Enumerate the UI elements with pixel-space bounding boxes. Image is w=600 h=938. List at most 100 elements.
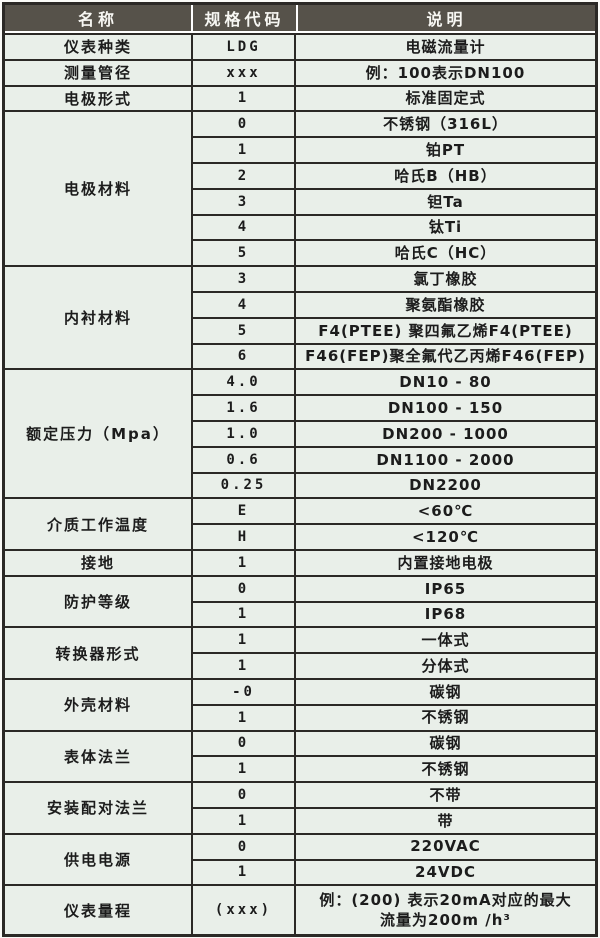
- desc-cell: 不锈钢: [296, 757, 595, 782]
- code-cell: 4: [193, 215, 296, 240]
- code-cell: E: [193, 499, 296, 524]
- code-cell: 0: [193, 112, 296, 137]
- table-section: 外壳材料 -0 碳钢 1 不锈钢: [5, 677, 595, 730]
- code-cell: 1: [193, 757, 296, 782]
- code-cell: 1: [193, 138, 296, 162]
- header-description: 说明: [298, 5, 595, 31]
- section-rows: 1 标准固定式: [193, 86, 595, 111]
- section-name: 电极形式: [5, 86, 193, 111]
- table-row: 0 220VAC: [193, 834, 595, 859]
- table-row: 4 聚氨酯橡胶: [193, 290, 595, 317]
- code-cell: 1: [193, 602, 296, 627]
- table-section: 电极材料 0 不锈钢（316L） 1 铂PT 2 哈氏B（HB） 3 钽Ta 4 钛Ti 5 哈氏C（H…: [5, 110, 595, 266]
- desc-cell: 铂PT: [296, 138, 595, 162]
- section-rows: -0 碳钢 1 不锈钢: [193, 679, 595, 730]
- code-cell: 1: [193, 628, 296, 653]
- table-section: 接地 1 内置接地电极: [5, 548, 595, 575]
- desc-cell: F46(FEP)聚全氟代乙丙烯F46(FEP): [296, 344, 595, 369]
- table-section: 供电电源 0 220VAC 1 24VDC: [5, 832, 595, 885]
- section-rows: 0 碳钢 1 不锈钢: [193, 731, 595, 782]
- table-section: 表体法兰 0 碳钢 1 不锈钢: [5, 729, 595, 782]
- section-rows: 1 内置接地电极: [193, 550, 595, 575]
- desc-cell: 不锈钢（316L）: [296, 112, 595, 137]
- table-row: 1.0 DN200 - 1000: [193, 419, 595, 446]
- code-cell: 4.0: [193, 370, 296, 395]
- desc-cell: IP68: [296, 602, 595, 627]
- code-cell: 0: [193, 731, 296, 756]
- desc-cell: 氯丁橡胶: [296, 267, 595, 291]
- table-section: 额定压力（Mpa） 4.0 DN10 - 80 1.6 DN100 - 150 1.0 DN…: [5, 368, 595, 498]
- section-rows: LDG 电磁流量计: [193, 35, 595, 59]
- table-row: 0 碳钢: [193, 731, 595, 756]
- table-section: 测量管径 xxx 例：100表示DN100: [5, 58, 595, 85]
- table-row: H <120℃: [193, 523, 595, 549]
- code-cell: 1: [193, 550, 296, 575]
- section-name: 电极材料: [5, 112, 193, 266]
- section-name: 表体法兰: [5, 731, 193, 782]
- table-row: 4 钛Ti: [193, 213, 595, 240]
- code-cell: 3: [193, 267, 296, 291]
- code-cell: 5: [193, 318, 296, 343]
- section-rows: (xxx) 例：(200) 表示20mA对应的最大 流量为200m /h³: [193, 886, 595, 935]
- code-cell: LDG: [193, 35, 296, 59]
- section-rows: E <60℃ H <120℃: [193, 499, 595, 549]
- table-section: 介质工作温度 E <60℃ H <120℃: [5, 497, 595, 549]
- desc-cell: 内置接地电极: [296, 550, 595, 575]
- table-section: 转换器形式 1 一体式 1 分体式: [5, 626, 595, 678]
- section-name: 仪表量程: [5, 886, 193, 935]
- table-row: 3 钽Ta: [193, 187, 595, 214]
- table-row: 4.0 DN10 - 80: [193, 370, 595, 395]
- desc-cell: 不带: [296, 783, 595, 807]
- table-row: 1 24VDC: [193, 858, 595, 885]
- section-name: 转换器形式: [5, 628, 193, 678]
- table-row: 3 氯丁橡胶: [193, 267, 595, 291]
- section-name: 供电电源: [5, 834, 193, 885]
- table-row: 5 哈氏C（HC）: [193, 239, 595, 266]
- desc-cell: DN100 - 150: [296, 396, 595, 420]
- desc-cell: 标准固定式: [296, 86, 595, 111]
- table-row: 1 IP68: [193, 600, 595, 627]
- section-name: 介质工作温度: [5, 499, 193, 549]
- table-header-row: 名称 规格代码 说明: [5, 5, 595, 33]
- code-cell: xxx: [193, 60, 296, 85]
- desc-cell: 钛Ti: [296, 215, 595, 240]
- header-name: 名称: [5, 5, 191, 31]
- desc-cell: 哈氏B（HB）: [296, 163, 595, 188]
- desc-cell: 带: [296, 808, 595, 833]
- desc-cell: 碳钢: [296, 679, 595, 704]
- section-name: 内衬材料: [5, 267, 193, 369]
- section-name: 外壳材料: [5, 679, 193, 730]
- table-row: 2 哈氏B（HB）: [193, 161, 595, 188]
- code-cell: -0: [193, 679, 296, 704]
- desc-cell: DN10 - 80: [296, 370, 595, 395]
- section-rows: 3 氯丁橡胶 4 聚氨酯橡胶 5 F4(PTEE) 聚四氟乙烯F4(PTEE) 6 F46(F…: [193, 267, 595, 369]
- desc-cell: 24VDC: [296, 860, 595, 885]
- table-row: 1 标准固定式: [193, 86, 595, 111]
- table-row: 0.25 DN2200: [193, 471, 595, 498]
- desc-cell: 钽Ta: [296, 189, 595, 214]
- code-cell: 5: [193, 241, 296, 266]
- code-cell: 0: [193, 834, 296, 859]
- desc-cell: DN2200: [296, 473, 595, 498]
- table-row: 1 内置接地电极: [193, 550, 595, 575]
- desc-cell: 分体式: [296, 654, 595, 678]
- table-row: 1.6 DN100 - 150: [193, 394, 595, 420]
- code-cell: 6: [193, 344, 296, 369]
- section-rows: xxx 例：100表示DN100: [193, 60, 595, 85]
- table-row: 1 分体式: [193, 652, 595, 678]
- desc-cell: IP65: [296, 576, 595, 601]
- table-row: 6 F46(FEP)聚全氟代乙丙烯F46(FEP): [193, 342, 595, 369]
- table-row: 1 不锈钢: [193, 755, 595, 782]
- table-row: 0 不带: [193, 783, 595, 807]
- section-name: 额定压力（Mpa）: [5, 370, 193, 498]
- code-cell: 0: [193, 576, 296, 601]
- code-cell: 1: [193, 808, 296, 833]
- desc-cell: 一体式: [296, 628, 595, 653]
- desc-cell: 电磁流量计: [296, 35, 595, 59]
- table-row: 1 不锈钢: [193, 703, 595, 730]
- section-rows: 0 220VAC 1 24VDC: [193, 834, 595, 885]
- section-name: 测量管径: [5, 60, 193, 85]
- section-rows: 4.0 DN10 - 80 1.6 DN100 - 150 1.0 DN200 - 100…: [193, 370, 595, 498]
- section-name: 安装配对法兰: [5, 783, 193, 833]
